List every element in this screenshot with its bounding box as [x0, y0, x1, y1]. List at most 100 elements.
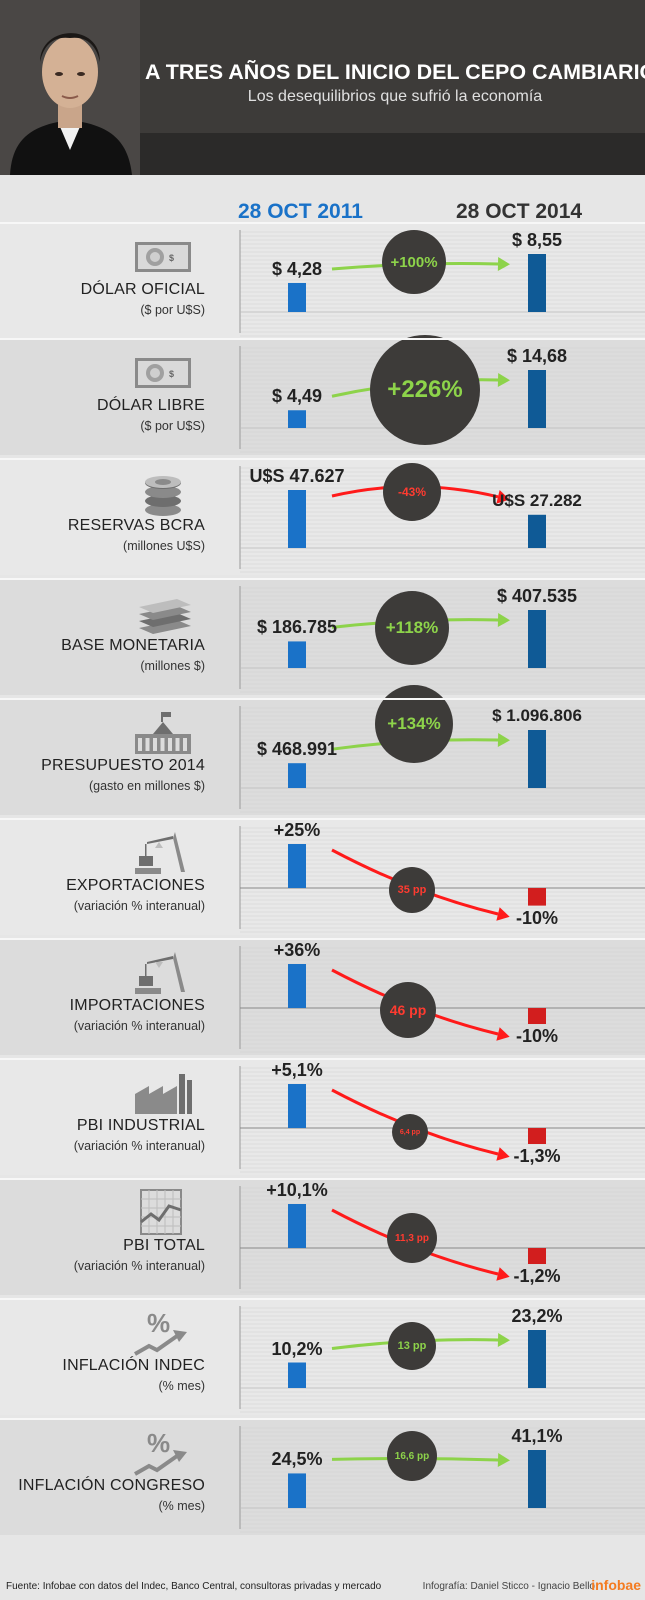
year-label-end: 28 OCT 2014 — [456, 200, 583, 223]
money-stack-icon — [139, 599, 191, 634]
value-label-2011: +36% — [273, 940, 321, 960]
row-sublabel: (variación % interanual) — [73, 1259, 205, 1273]
value-label-2014: 41,1% — [511, 1426, 563, 1446]
percent-arrow-icon: % — [134, 1428, 187, 1476]
value-label-2014: U$S 27.282 — [492, 490, 582, 510]
row-label: INFLACIÓN CONGRESO — [18, 1477, 205, 1494]
svg-text:$: $ — [169, 369, 174, 379]
chart-row: RESERVAS BCRA (millones U$S) U$S 47.627 U$S… — [0, 460, 645, 575]
value-label-2011: U$S 47.627 — [249, 466, 345, 486]
row-label: DÓLAR OFICIAL — [80, 281, 205, 298]
change-arrow-head — [497, 257, 510, 271]
row-label: INFLACIÓN INDEC — [62, 1357, 205, 1374]
banknote-icon: $ — [135, 358, 191, 388]
row-separator — [0, 1418, 645, 1420]
bar-2014 — [528, 888, 546, 906]
bar-2014 — [528, 1330, 546, 1388]
change-arrow-head — [497, 373, 510, 387]
header: A TRES AÑOS DEL INICIO DEL CEPO CAMBIARI… — [0, 0, 645, 175]
chart-row: EXPORTACIONES (variación % interanual) +25… — [0, 820, 645, 935]
value-label-2014: 23,2% — [511, 1306, 563, 1326]
bar-2014 — [528, 1128, 546, 1144]
row-sublabel: (millones $) — [140, 659, 205, 673]
row-separator — [0, 222, 645, 224]
row-separator — [0, 338, 645, 340]
row-separator — [0, 698, 645, 700]
row-separator — [0, 458, 645, 460]
row-label: BASE MONETARIA — [61, 637, 205, 654]
bar-chart — [239, 1306, 645, 1413]
chart-row: % INFLACIÓN INDEC (% mes) 10,2% 23,2% 13 pp — [0, 1300, 645, 1415]
change-arrow-head — [497, 733, 510, 747]
chart-row: % INFLACIÓN CONGRESO (% mes) 24,5% 41,1% 16,6… — [0, 1420, 645, 1535]
page-title: A TRES AÑOS DEL INICIO DEL CEPO CAMBIARI… — [145, 60, 645, 84]
row-sublabel: (% mes) — [158, 1499, 205, 1513]
value-label-2011: $ 468.991 — [256, 739, 338, 760]
row-sublabel: (variación % interanual) — [73, 1019, 205, 1033]
bar-chart — [239, 466, 645, 573]
bar-chart — [239, 826, 645, 933]
bar-2014 — [528, 370, 546, 428]
bar-2014 — [528, 1450, 546, 1508]
row-label: DÓLAR LIBRE — [96, 397, 205, 414]
row-separator — [0, 578, 645, 580]
value-label-2011: $ 4,28 — [271, 258, 323, 279]
row-separator — [0, 818, 645, 820]
bar-chart — [239, 1066, 645, 1173]
page-subtitle: Los desequilibrios que sufrió la economí… — [247, 88, 543, 105]
row-label: EXPORTACIONES — [66, 877, 205, 894]
change-badge: 11,3 pp — [387, 1213, 437, 1263]
row-sublabel: (variación % interanual) — [73, 899, 205, 913]
change-arrow-head — [497, 1333, 510, 1347]
value-label-2014: $ 407.535 — [496, 586, 578, 606]
banknote-icon: $ — [135, 242, 191, 272]
change-badge: 35 pp — [389, 867, 435, 913]
bar-2014 — [528, 1008, 546, 1024]
row-separator — [0, 1058, 645, 1060]
change-arrow-head — [497, 613, 510, 627]
value-label-2011: +10,1% — [266, 1180, 328, 1200]
change-badge: +118% — [375, 591, 449, 665]
bar-2011 — [288, 1362, 306, 1388]
bar-2011 — [288, 844, 306, 888]
value-label-2011: 10,2% — [271, 1338, 323, 1359]
row-sublabel: ($ por U$S) — [140, 303, 205, 317]
row-separator — [0, 938, 645, 940]
chart-row: BASE MONETARIA (millones $) $ 186.785 $ 407… — [0, 580, 645, 695]
row-sublabel: (gasto en millones $) — [88, 779, 205, 793]
change-badge: 46 pp — [380, 982, 436, 1038]
infobae-logo: infobae — [591, 1577, 641, 1593]
value-label-2011: $ 186.785 — [256, 617, 338, 638]
value-label-2011: +5,1% — [271, 1060, 323, 1080]
change-arrow-head — [497, 1453, 510, 1467]
percent-arrow-icon: % — [134, 1308, 187, 1356]
svg-text:$: $ — [169, 253, 174, 263]
row-sublabel: (millones U$S) — [123, 539, 205, 553]
chart-row: IMPORTACIONES (variación % interanual) +36… — [0, 940, 645, 1055]
row-label: PBI INDUSTRIAL — [76, 1117, 205, 1134]
bar-chart — [239, 230, 645, 337]
change-arrow-head — [496, 1147, 510, 1161]
row-label: PRESUPUESTO 2014 — [41, 757, 205, 774]
bar-2011 — [288, 641, 306, 668]
row-separator — [0, 1178, 645, 1180]
change-arrow-head — [496, 1027, 510, 1041]
svg-text:%: % — [147, 1428, 170, 1458]
bar-2011 — [288, 1084, 306, 1128]
row-label: RESERVAS BCRA — [67, 517, 205, 534]
bar-2011 — [288, 1204, 306, 1248]
change-arrow-head — [496, 907, 510, 921]
bar-2014 — [528, 514, 546, 548]
bar-2011 — [288, 490, 306, 548]
bar-2014 — [528, 730, 546, 788]
bar-2011 — [288, 763, 306, 788]
bar-2011 — [288, 964, 306, 1008]
row-label: IMPORTACIONES — [69, 997, 205, 1014]
factory-icon — [135, 1074, 192, 1114]
portrait-photo — [0, 0, 140, 175]
svg-text:%: % — [147, 1308, 170, 1338]
chart-row: PBI INDUSTRIAL (variación % interanual) +5… — [0, 1060, 645, 1175]
value-label-2014: $ 1.096.806 — [492, 706, 582, 725]
change-badge: 16,6 pp — [387, 1431, 437, 1481]
